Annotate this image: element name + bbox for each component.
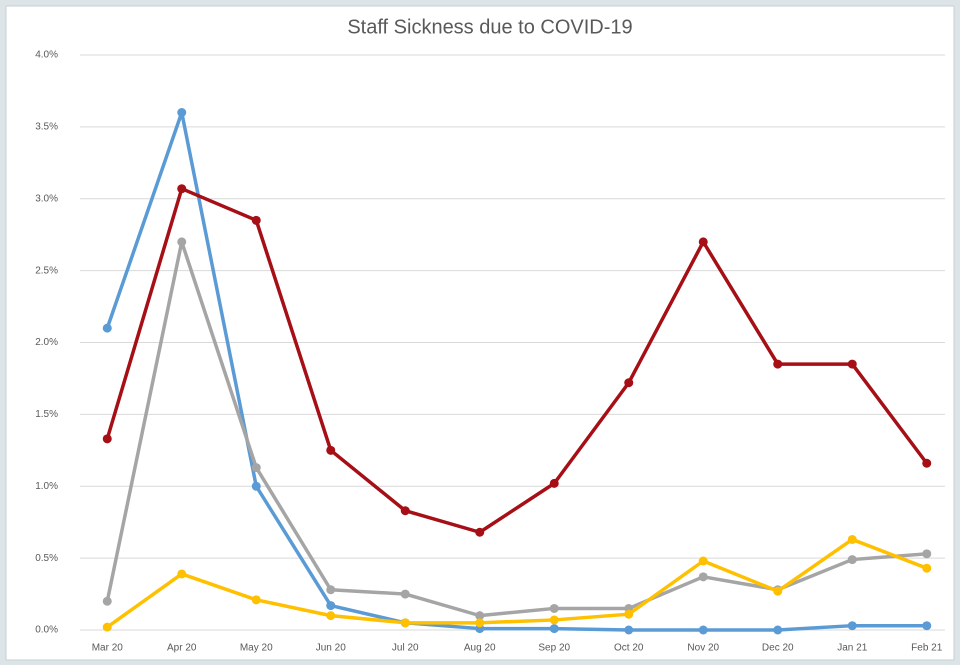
x-tick-label: Sep 20 — [538, 643, 570, 654]
marker — [549, 603, 559, 613]
marker — [922, 563, 932, 573]
y-tick-label: 3.0% — [35, 193, 58, 204]
x-tick-label: Jun 20 — [316, 643, 346, 654]
marker — [326, 601, 336, 611]
x-tick-label: Jul 20 — [392, 643, 419, 654]
marker — [400, 618, 410, 628]
marker — [177, 108, 187, 117]
marker — [549, 615, 559, 625]
y-tick-label: 2.5% — [35, 265, 58, 276]
chart-area — [5, 5, 955, 661]
y-tick-label: 0.0% — [35, 625, 58, 636]
marker — [177, 569, 187, 579]
x-tick-label: May 20 — [240, 643, 273, 654]
marker — [847, 534, 857, 544]
marker — [698, 572, 708, 582]
x-tick-label: Apr 20 — [167, 643, 197, 654]
y-tick-label: 3.5% — [35, 122, 58, 133]
marker — [773, 586, 783, 596]
marker — [177, 184, 187, 194]
marker — [773, 625, 783, 635]
marker — [400, 589, 410, 599]
marker — [177, 237, 187, 247]
line — [105, 110, 927, 632]
line — [106, 537, 928, 629]
marker — [475, 527, 485, 537]
marker — [624, 378, 634, 388]
marker — [251, 215, 261, 225]
marker — [326, 445, 336, 455]
x-tick-label: Aug 20 — [464, 643, 496, 654]
x-tick-label: Dec 20 — [762, 643, 794, 654]
marker — [922, 458, 932, 468]
marker — [475, 618, 485, 628]
marker — [624, 625, 634, 635]
marker — [698, 625, 708, 635]
marker — [922, 621, 932, 631]
marker — [847, 555, 857, 565]
marker — [549, 624, 559, 634]
x-tick-label: Mar 20 — [92, 643, 124, 654]
marker — [326, 611, 336, 621]
x-tick-label: Oct 20 — [614, 643, 644, 654]
x-tick-label: Jan 21 — [837, 643, 867, 654]
marker — [698, 237, 708, 247]
marker — [102, 323, 112, 333]
marker — [102, 596, 112, 606]
chart-title: Staff Sickness due to COVID-19 — [347, 16, 632, 38]
marker — [326, 585, 336, 595]
y-tick-label: 4.0% — [35, 50, 58, 61]
marker — [251, 595, 261, 605]
y-tick-label: 0.5% — [35, 553, 58, 564]
marker — [847, 621, 857, 631]
marker — [102, 622, 112, 632]
x-tick-label: Feb 21 — [911, 643, 943, 654]
line — [105, 240, 927, 618]
y-tick-label: 1.5% — [35, 409, 58, 420]
marker — [698, 556, 708, 566]
marker — [102, 434, 112, 444]
marker — [400, 506, 410, 516]
marker — [251, 481, 261, 491]
marker — [251, 463, 261, 473]
marker — [549, 478, 559, 488]
marker — [624, 609, 634, 619]
marker — [847, 359, 857, 369]
x-tick-label: Nov 20 — [687, 643, 719, 654]
marker — [475, 611, 485, 621]
line — [105, 186, 929, 534]
marker — [922, 549, 932, 559]
marker — [773, 359, 783, 369]
y-tick-label: 1.0% — [35, 481, 58, 492]
y-tick-label: 2.0% — [35, 337, 58, 348]
